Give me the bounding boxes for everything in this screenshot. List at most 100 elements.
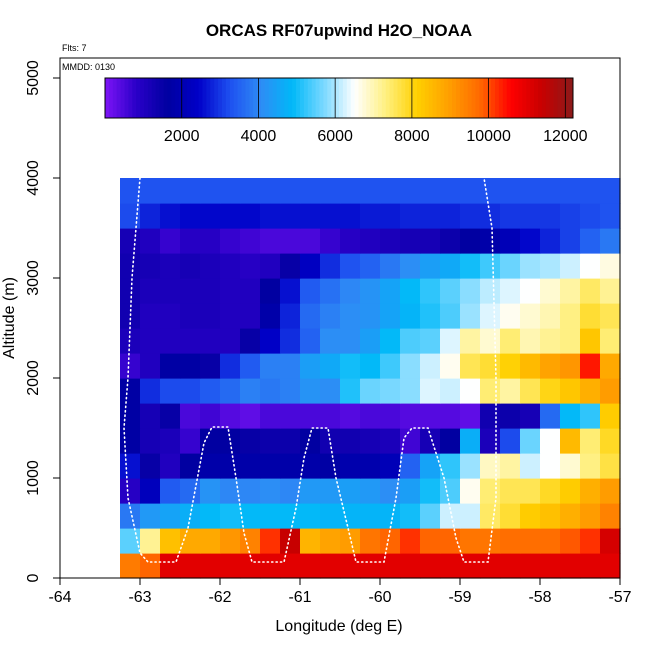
colorbar-segment <box>374 78 379 118</box>
heatmap-cell <box>420 428 441 454</box>
heatmap-cell <box>580 478 601 504</box>
heatmap-cell <box>540 503 561 529</box>
colorbar-segment <box>218 78 223 118</box>
heatmap-cell <box>140 528 161 554</box>
colorbar-segment <box>272 78 278 118</box>
colorbar-segment <box>249 78 254 118</box>
colorbar-segment <box>557 78 562 118</box>
heatmap-cell <box>240 253 261 279</box>
heatmap-cell <box>440 203 461 229</box>
heatmap-cell <box>280 478 301 504</box>
heatmap-cell <box>480 428 501 454</box>
x-tick-label: -58 <box>528 589 551 606</box>
heatmap-cell <box>380 428 401 454</box>
heatmap-cell <box>440 228 461 254</box>
heatmap-cell <box>500 203 521 229</box>
heatmap-cell <box>180 403 201 429</box>
heatmap-cell <box>440 403 461 429</box>
heatmap-cell <box>400 228 421 254</box>
heatmap-cell <box>220 428 241 454</box>
heatmap-cell <box>360 303 381 329</box>
colorbar-segment <box>569 78 574 118</box>
heatmap-cell <box>440 328 461 354</box>
heatmap-cell <box>340 178 361 204</box>
heatmap-cell <box>540 478 561 504</box>
heatmap-cell <box>420 328 441 354</box>
heatmap-cell <box>180 278 201 304</box>
heatmap-cell <box>520 378 541 404</box>
heatmap-cell <box>180 453 201 479</box>
colorbar-segment <box>491 78 496 118</box>
heatmap-cell <box>480 328 501 354</box>
colorbar-segment <box>479 78 484 118</box>
colorbar-segment <box>202 78 207 118</box>
heatmap-cell <box>460 253 481 279</box>
y-tick-label: 1000 <box>25 460 42 496</box>
colorbar-segment <box>463 78 469 118</box>
heatmap-cell <box>360 553 381 579</box>
colorbar-segment <box>417 78 422 118</box>
heatmap-cell <box>400 353 421 379</box>
heatmap-cell <box>580 453 601 479</box>
colorbar-tick-label: 2000 <box>164 128 200 145</box>
heatmap-cell <box>380 178 401 204</box>
colorbar-segment <box>378 78 383 118</box>
heatmap-cell <box>120 428 141 454</box>
heatmap-cell <box>500 403 521 429</box>
heatmap-cell <box>140 203 161 229</box>
heatmap-cell <box>560 228 581 254</box>
heatmap-cell <box>500 478 521 504</box>
colorbar-segment <box>331 78 336 118</box>
heatmap-cell <box>420 403 441 429</box>
heatmap-cell <box>260 328 281 354</box>
heatmap-cell <box>380 328 401 354</box>
heatmap-cell <box>420 528 441 554</box>
heatmap-cell <box>160 303 181 329</box>
heatmap-cell <box>600 303 621 329</box>
heatmap-cell <box>600 428 621 454</box>
heatmap-cell <box>220 253 241 279</box>
heatmap-cell <box>540 303 561 329</box>
colorbar-segment <box>214 78 219 118</box>
colorbar-segment <box>350 78 356 118</box>
heatmap-cell <box>220 528 241 554</box>
colorbar-segment <box>401 78 406 118</box>
heatmap-cell <box>340 528 361 554</box>
colorbar-segment <box>229 78 235 118</box>
heatmap-cell <box>180 478 201 504</box>
heatmap-cell <box>340 353 361 379</box>
colorbar-segment <box>362 78 367 118</box>
heatmap-cell <box>120 278 141 304</box>
heatmap-cell <box>420 203 441 229</box>
heatmap-cell <box>560 303 581 329</box>
heatmap-cell <box>360 478 381 504</box>
heatmap-cell <box>520 478 541 504</box>
y-tick-label: 2000 <box>25 360 42 396</box>
colorbar-segment <box>233 78 239 118</box>
colorbar-segment <box>253 78 258 118</box>
y-tick-label: 5000 <box>25 60 42 96</box>
heatmap-cell <box>600 203 621 229</box>
heatmap-cell <box>320 178 341 204</box>
heatmap-cell <box>500 228 521 254</box>
heatmap-cell <box>340 553 361 579</box>
heatmap-cell <box>380 278 401 304</box>
heatmap-cell <box>280 328 301 354</box>
heatmap-cell <box>340 303 361 329</box>
colorbar-segment <box>495 78 500 118</box>
heatmap-cell <box>500 528 521 554</box>
heatmap-cell <box>200 478 221 504</box>
colorbar-segment <box>549 78 554 118</box>
heatmap-cell <box>340 478 361 504</box>
heatmap-cell <box>380 478 401 504</box>
heatmap-cell <box>280 378 301 404</box>
colorbar-segment <box>397 78 402 118</box>
heatmap-cell <box>160 278 181 304</box>
colorbar-segment <box>420 78 426 118</box>
heatmap-cell <box>520 453 541 479</box>
heatmap-cell <box>160 228 181 254</box>
colorbar-segment <box>335 78 340 118</box>
colorbar-segment <box>459 78 465 118</box>
heatmap-cell <box>540 178 561 204</box>
